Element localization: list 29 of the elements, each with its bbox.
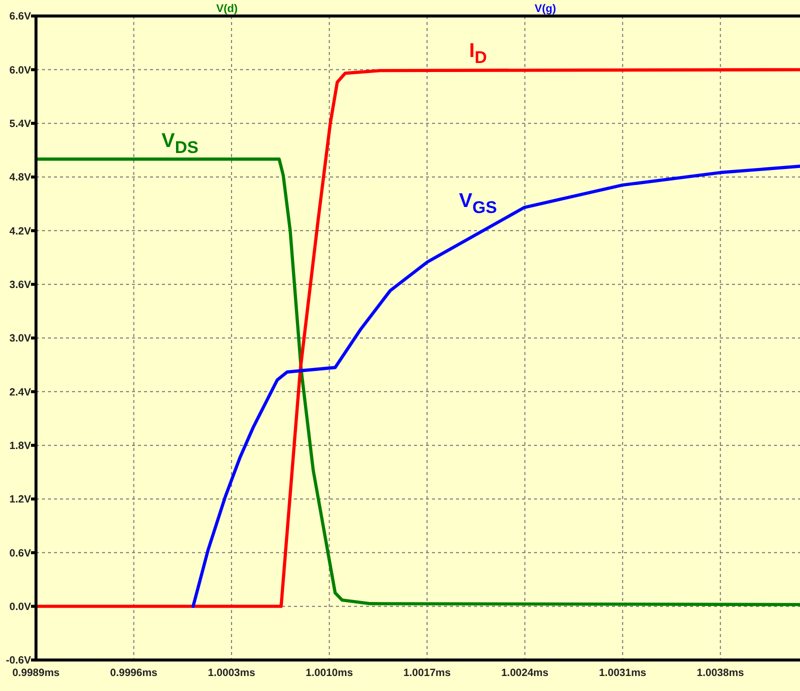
y-tick-label: 4.8V xyxy=(9,172,31,184)
x-tick-label: 0.9989ms xyxy=(12,667,60,679)
y-tick-label: 2.4V xyxy=(9,386,31,398)
x-tick-label: 1.0024ms xyxy=(501,667,549,679)
line-series xyxy=(36,158,800,606)
annotation: I$_{D}$ xyxy=(469,40,487,67)
y-tick-label: -0.6V xyxy=(6,654,31,667)
y-tick-label: 6.6V xyxy=(9,10,31,23)
x-tick-label: 1.0017ms xyxy=(403,667,451,679)
x-tick-label: 1.0010ms xyxy=(306,667,354,679)
y-tick-label: 5.4V xyxy=(9,118,31,130)
line-series xyxy=(192,164,800,608)
text: V(d) xyxy=(216,3,238,15)
y-tick-label: 4.2V xyxy=(9,225,31,238)
y-tick-label: 0.0V xyxy=(9,601,31,614)
text: V(g) xyxy=(534,3,556,15)
y-tick-label: 3.0V xyxy=(9,332,31,345)
annotation: V$_{DS}$ xyxy=(162,130,198,157)
x-tick-label: 1.0031ms xyxy=(598,667,646,679)
x-tick-label: 1.0038ms xyxy=(696,667,744,679)
y-tick-label: 3.6V xyxy=(9,279,31,292)
annotation: V$_{GS}$ xyxy=(459,190,497,217)
line-series xyxy=(36,68,800,608)
x-tick-label: 0.9996ms xyxy=(110,667,158,679)
x-tick-label: 1.0003ms xyxy=(208,667,256,679)
y-tick-label: 0.6V xyxy=(9,547,31,560)
y-tick-label: 6.0V xyxy=(9,64,31,76)
y-tick-label: 1.2V xyxy=(9,494,31,506)
y-tick-label: 1.8V xyxy=(9,440,31,452)
